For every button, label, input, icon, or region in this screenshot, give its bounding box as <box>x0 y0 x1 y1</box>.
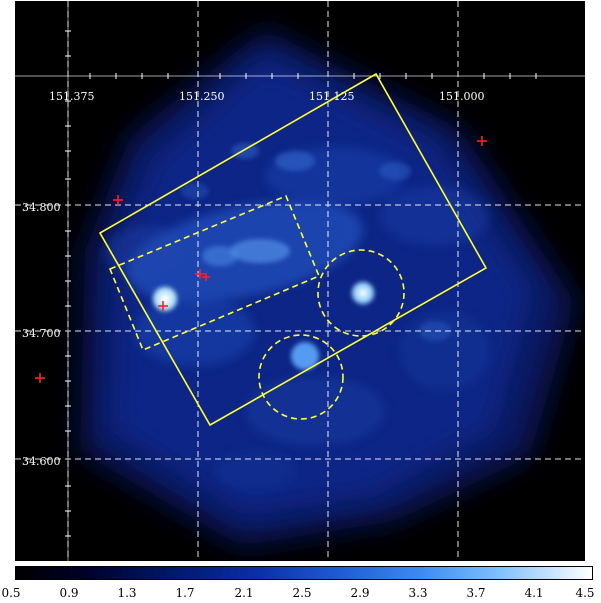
sky-image: 151.375 151.250 151.125 151.000 34.800 3… <box>15 1 585 561</box>
dashed-circle-right <box>317 249 405 337</box>
colorbar-tick-label: 4.1 <box>524 586 544 600</box>
colorbar-tick-label: 0.5 <box>1 586 21 600</box>
dec-tick-label: 34.700 <box>22 327 61 340</box>
colorbar-gradient <box>15 566 593 580</box>
point-source-marker <box>113 195 123 205</box>
dec-tick-label: 34.800 <box>22 201 61 214</box>
point-source-marker <box>202 273 210 281</box>
dashed-circle-bottom <box>258 334 344 420</box>
colorbar-tick-label: 2.1 <box>234 586 254 600</box>
point-source-marker <box>477 136 487 146</box>
point-sources <box>35 136 487 383</box>
point-source-marker <box>35 373 45 383</box>
ra-tick-label: 151.250 <box>179 90 225 103</box>
colorbar-tick-label: 3.3 <box>408 586 428 600</box>
colorbar-tick-label: 3.7 <box>466 586 486 600</box>
colorbar <box>15 566 593 582</box>
dec-tick-label: 34.600 <box>22 455 61 468</box>
ra-tick-label: 151.000 <box>439 90 485 103</box>
colorbar-tick-label: 0.9 <box>59 586 79 600</box>
region-overlays <box>98 72 488 427</box>
ra-tick-label: 151.375 <box>49 90 95 103</box>
bright-knot-bottom <box>291 342 319 370</box>
colorbar-tick-label: 2.5 <box>292 586 312 600</box>
colorbar-tick-labels: 0.5 0.9 1.3 1.7 2.1 2.5 2.9 3.3 3.7 4.1 … <box>0 586 601 602</box>
colorbar-tick-label: 4.5 <box>575 586 595 600</box>
colorbar-tick-label: 1.7 <box>175 586 195 600</box>
emission-field <box>80 29 575 546</box>
outer-solid-rectangle <box>98 72 488 427</box>
point-source-marker <box>195 269 205 279</box>
ra-tick-label: 151.125 <box>309 90 355 103</box>
point-source-marker <box>158 301 168 311</box>
colorbar-tick-label: 2.9 <box>350 586 370 600</box>
axis-minor-ticks <box>65 30 537 537</box>
colorbar-tick-label: 1.3 <box>117 586 137 600</box>
